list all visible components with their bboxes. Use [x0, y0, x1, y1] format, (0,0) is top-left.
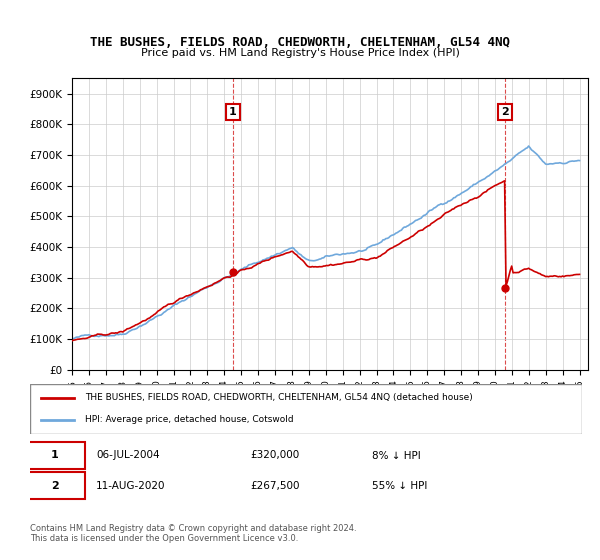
Text: 06-JUL-2004: 06-JUL-2004: [96, 450, 160, 460]
Text: THE BUSHES, FIELDS ROAD, CHEDWORTH, CHELTENHAM, GL54 4NQ: THE BUSHES, FIELDS ROAD, CHEDWORTH, CHEL…: [90, 36, 510, 49]
FancyBboxPatch shape: [25, 442, 85, 469]
Text: 11-AUG-2020: 11-AUG-2020: [96, 480, 166, 491]
Text: 2: 2: [501, 107, 509, 117]
Text: Price paid vs. HM Land Registry's House Price Index (HPI): Price paid vs. HM Land Registry's House …: [140, 48, 460, 58]
Text: 1: 1: [51, 450, 59, 460]
Text: 55% ↓ HPI: 55% ↓ HPI: [372, 480, 428, 491]
Text: 2: 2: [51, 480, 59, 491]
FancyBboxPatch shape: [30, 384, 582, 434]
Text: 8% ↓ HPI: 8% ↓ HPI: [372, 450, 421, 460]
Text: Contains HM Land Registry data © Crown copyright and database right 2024.
This d: Contains HM Land Registry data © Crown c…: [30, 524, 356, 543]
FancyBboxPatch shape: [25, 472, 85, 500]
Text: £267,500: £267,500: [251, 480, 301, 491]
Text: THE BUSHES, FIELDS ROAD, CHEDWORTH, CHELTENHAM, GL54 4NQ (detached house): THE BUSHES, FIELDS ROAD, CHEDWORTH, CHEL…: [85, 393, 473, 402]
Text: HPI: Average price, detached house, Cotswold: HPI: Average price, detached house, Cots…: [85, 416, 294, 424]
Text: 1: 1: [229, 107, 236, 117]
Text: £320,000: £320,000: [251, 450, 300, 460]
